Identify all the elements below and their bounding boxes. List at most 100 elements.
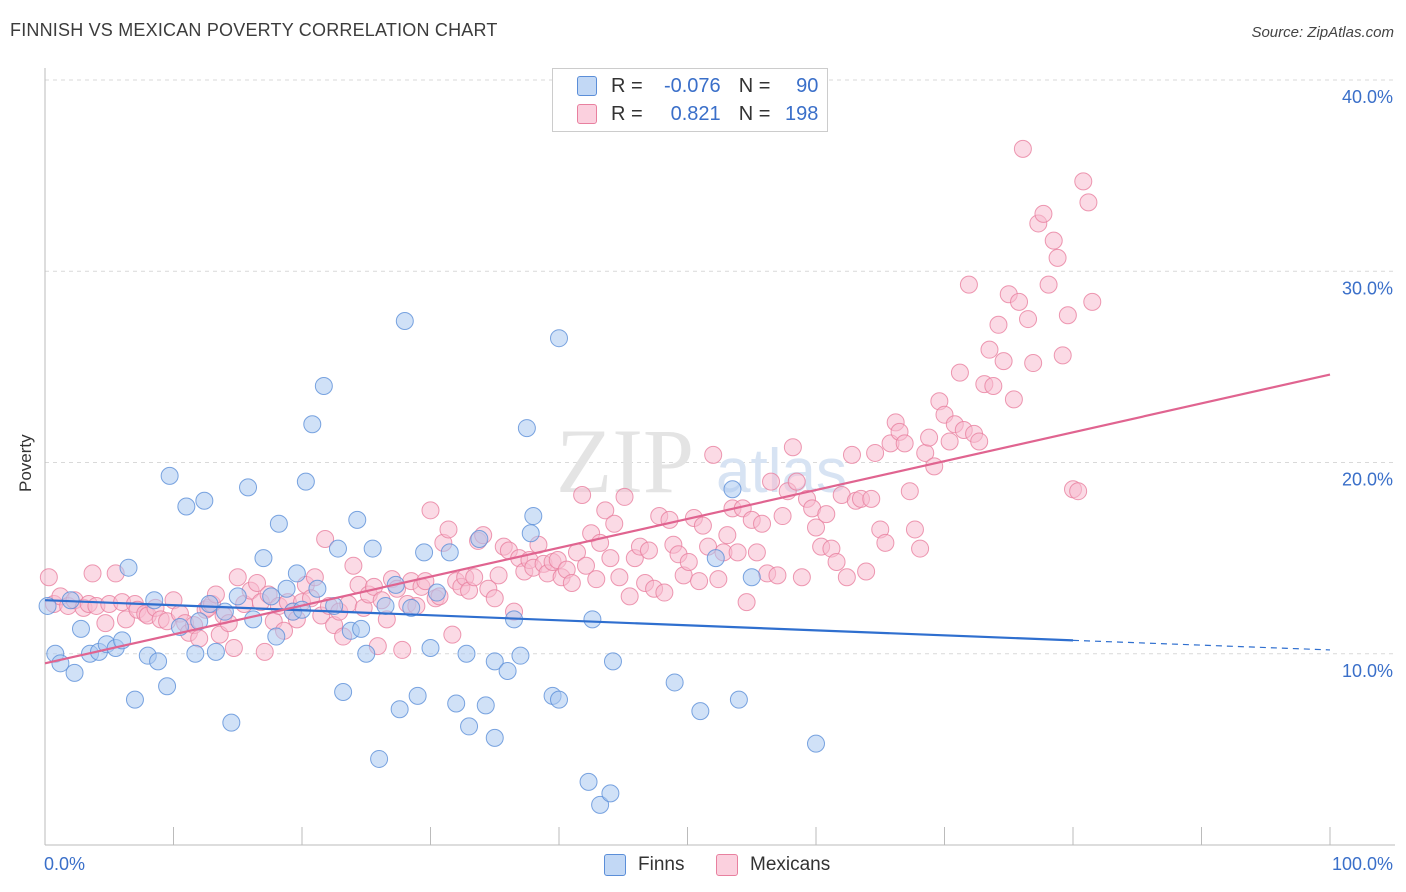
mexicans-point: [620, 587, 639, 606]
legend-n-value: 198: [785, 102, 819, 125]
mexicans-point: [1039, 275, 1058, 294]
finns-point: [517, 419, 536, 438]
mexicans-point: [1024, 354, 1043, 373]
legend-r-label: R =: [611, 74, 643, 97]
finns-point: [357, 644, 376, 663]
mexicans-point: [693, 516, 712, 535]
legend-r-value: -0.076: [663, 74, 721, 97]
legend-n-value: 90: [796, 74, 819, 97]
mexicans-point: [316, 530, 335, 548]
y-tick-label: 40.0%: [1342, 87, 1393, 107]
mexicans-point: [827, 552, 846, 571]
mexicans-point: [601, 549, 620, 568]
mexicans-point: [773, 507, 792, 526]
y-tick-label: 30.0%: [1342, 278, 1393, 298]
mexicans-point: [1058, 306, 1077, 325]
mexicans-swatch: [577, 104, 597, 124]
mexicans-point: [639, 541, 658, 560]
finns-point: [521, 524, 540, 543]
finns-point: [71, 619, 90, 638]
legend-r-value: 0.821: [670, 102, 721, 125]
mexicans-point: [439, 520, 458, 539]
finns-point: [603, 652, 622, 671]
finns-point: [591, 795, 610, 814]
finns-point: [408, 686, 427, 705]
mexicans-point: [690, 572, 709, 591]
finns-point: [447, 694, 466, 713]
finns-point: [308, 579, 327, 598]
finns-point: [206, 642, 225, 661]
legend-row-mexicans: R = 0.821 N = 198: [577, 101, 818, 127]
finns-point: [287, 564, 306, 583]
mexicans-point: [925, 457, 944, 476]
finns-trend-line: [44, 599, 1074, 642]
mexicans-point: [959, 275, 978, 294]
finns-point: [254, 549, 273, 568]
finns-legend-swatch: [604, 854, 626, 876]
mexicans-point: [842, 445, 861, 464]
finns-point: [352, 619, 371, 638]
mexicans-point: [911, 539, 930, 558]
finns-point: [550, 690, 568, 709]
mexicans-point: [1083, 292, 1102, 311]
legend-n-label: N =: [738, 102, 771, 125]
mexicans-point: [248, 573, 267, 592]
finns-point: [427, 583, 446, 602]
finns-point: [440, 543, 459, 562]
mexicans-point: [421, 501, 440, 520]
mexicans-point: [1010, 292, 1029, 311]
finns-point: [334, 683, 353, 701]
mexicans-point: [718, 526, 737, 545]
mexicans-point: [443, 625, 462, 644]
mexicans-point: [905, 520, 924, 539]
finns-point: [470, 530, 489, 548]
mexicans-point: [940, 432, 959, 451]
mexicans-point: [344, 556, 363, 575]
mexicans-point: [255, 642, 274, 661]
source-label: Source: ZipAtlas.com: [1251, 24, 1394, 41]
mexicans-point: [1069, 482, 1088, 501]
finns-point: [314, 377, 333, 395]
finns-point: [485, 728, 504, 747]
mexicans-legend-label: Mexicans: [750, 854, 831, 875]
mexicans-point: [615, 487, 634, 506]
mexicans-point: [605, 514, 624, 533]
mexicans-point: [1074, 172, 1093, 191]
mexicans-point: [1013, 139, 1032, 158]
finns-point: [277, 579, 296, 598]
legend-n-label: N =: [738, 74, 771, 97]
finns-point: [498, 661, 517, 680]
finns-point: [550, 329, 568, 348]
finns-point: [395, 311, 414, 330]
mexicans-point: [895, 434, 914, 453]
finns-point: [328, 539, 347, 558]
mexicans-point: [857, 562, 876, 581]
mexicans-point: [747, 543, 766, 562]
finns-point: [303, 415, 322, 434]
finns-point: [457, 644, 476, 663]
mexicans-point: [950, 363, 969, 382]
mexicans-point: [596, 501, 615, 520]
finns-point: [267, 627, 286, 646]
mexicans-point: [1048, 248, 1067, 267]
finns-point: [228, 587, 247, 606]
mexicans-point: [190, 629, 209, 648]
finns-trend-extension: [1072, 639, 1331, 651]
finns-point: [665, 673, 684, 692]
mexicans-point: [876, 533, 895, 552]
mexicans-point: [465, 568, 484, 587]
finns-point: [65, 663, 84, 682]
finns-point: [807, 734, 825, 753]
finns-point: [200, 595, 219, 614]
mexicans-point: [753, 514, 772, 533]
mexicans-point: [900, 482, 919, 501]
mexicans-point: [709, 570, 728, 589]
mexicans-point: [704, 445, 723, 464]
finns-point: [119, 558, 138, 577]
legend-row-finns: R = -0.076 N = 90: [577, 73, 818, 99]
finns-point: [370, 749, 389, 768]
mexicans-point: [862, 489, 881, 508]
finns-point: [723, 480, 742, 499]
finns-point: [460, 717, 479, 736]
